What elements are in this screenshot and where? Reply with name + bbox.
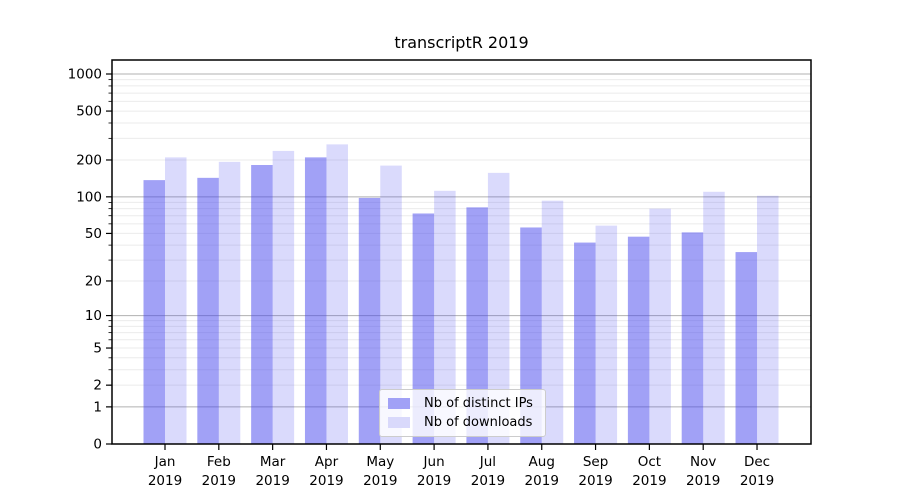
x-tick-label-month: Feb — [207, 454, 231, 470]
y-tick-label: 500 — [76, 104, 102, 120]
bar-downloads-aug — [541, 200, 564, 444]
x-tick-label-year: 2019 — [471, 473, 505, 489]
legend-swatch-distinct-ips — [388, 398, 410, 409]
x-tick-label-year: 2019 — [309, 473, 343, 489]
x-tick-label-month: Jul — [479, 454, 496, 470]
bar-distinct-ips-jun — [412, 213, 435, 444]
bar-distinct-ips-oct — [627, 236, 650, 444]
y-tick-label: 50 — [85, 226, 102, 242]
bar-downloads-sep — [595, 225, 618, 444]
legend-item-distinct-ips: Nb of distinct IPs — [388, 396, 537, 411]
bar-downloads-may — [380, 165, 402, 444]
x-tick-label-year: 2019 — [632, 473, 666, 489]
x-tick-label-month: Dec — [744, 454, 770, 470]
legend-label-distinct-ips: Nb of distinct IPs — [424, 396, 533, 411]
x-tick-label-year: 2019 — [363, 473, 397, 489]
x-tick-label-month: Aug — [529, 454, 555, 470]
plot-frame — [111, 59, 812, 445]
y-tick-label: 10 — [85, 308, 102, 324]
x-tick-label-month: Apr — [315, 454, 339, 470]
x-tick-label-month: May — [366, 454, 394, 470]
legend: Nb of distinct IPs Nb of downloads — [379, 389, 546, 437]
x-tick-label-year: 2019 — [148, 473, 182, 489]
bar-downloads-oct — [649, 208, 671, 444]
y-tick-label: 5 — [93, 341, 102, 357]
bar-distinct-ips-mar — [251, 165, 273, 444]
bar-distinct-ips-nov — [681, 232, 704, 444]
y-tick-label: 0 — [93, 437, 102, 453]
bar-distinct-ips-dec — [735, 252, 758, 444]
x-tick-label-year: 2019 — [417, 473, 451, 489]
x-tick-label-year: 2019 — [525, 473, 559, 489]
x-tick-label-month: Mar — [260, 454, 286, 470]
bar-distinct-ips-feb — [197, 177, 219, 445]
x-tick-label-month: Jan — [154, 454, 176, 470]
x-tick-label-year: 2019 — [740, 473, 774, 489]
bar-downloads-mar — [272, 150, 295, 444]
legend-label-downloads: Nb of downloads — [424, 415, 533, 430]
y-tick-label: 20 — [85, 273, 102, 289]
x-tick-label-year: 2019 — [686, 473, 720, 489]
bar-downloads-feb — [218, 161, 241, 444]
x-tick-label-year: 2019 — [202, 473, 236, 489]
bar-distinct-ips-jan — [143, 180, 165, 445]
bar-downloads-dec — [757, 195, 779, 444]
bar-downloads-jul — [487, 172, 510, 444]
chart-title: transcriptR 2019 — [394, 33, 529, 52]
bar-distinct-ips-apr — [304, 157, 327, 444]
bar-distinct-ips-jul — [466, 207, 488, 444]
bar-downloads-jun — [434, 190, 456, 444]
y-tick-label: 100 — [76, 189, 102, 205]
bar-distinct-ips-may — [358, 197, 381, 444]
y-tick-label: 1000 — [68, 67, 102, 83]
x-tick-label-month: Nov — [690, 454, 716, 470]
bar-distinct-ips-sep — [574, 242, 596, 444]
bar-downloads-apr — [326, 144, 348, 444]
bar-downloads-nov — [703, 191, 725, 444]
x-tick-label-month: Oct — [638, 454, 661, 470]
y-tick-label: 200 — [76, 152, 102, 168]
y-tick-label: 2 — [93, 378, 102, 394]
x-tick-label-month: Sep — [583, 454, 608, 470]
y-tick-label: 1 — [93, 399, 102, 415]
bar-downloads-jan — [165, 157, 187, 444]
x-tick-label-month: Jun — [423, 454, 445, 470]
x-tick-label-year: 2019 — [255, 473, 289, 489]
legend-swatch-downloads — [388, 417, 410, 428]
x-tick-label-year: 2019 — [578, 473, 612, 489]
legend-item-downloads: Nb of downloads — [388, 415, 537, 430]
